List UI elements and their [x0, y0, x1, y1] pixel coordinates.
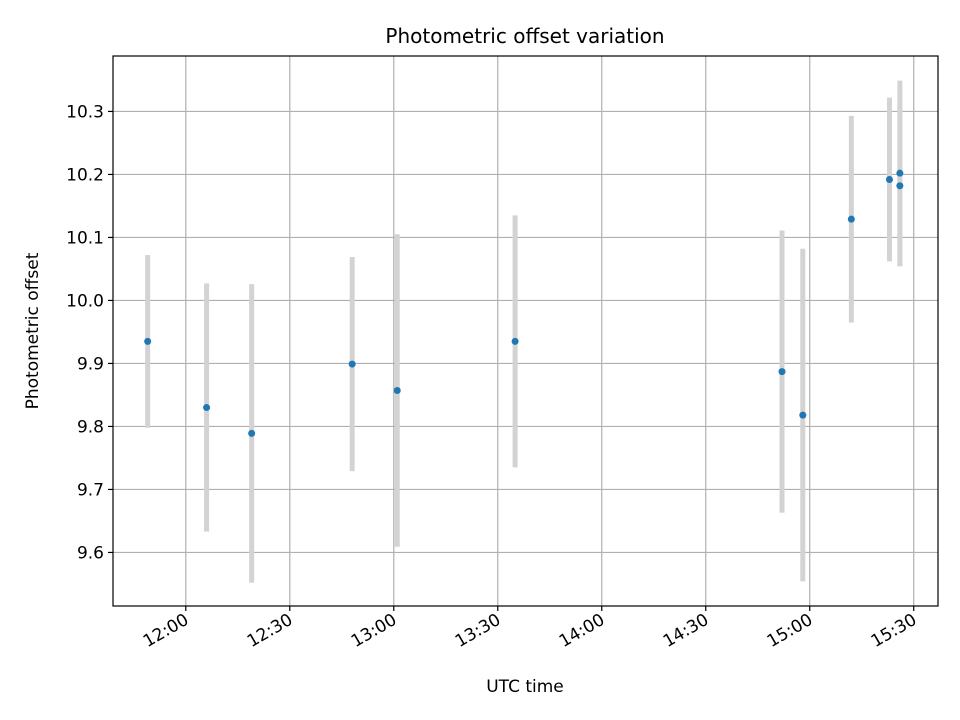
- y-tick-label: 9.8: [77, 417, 104, 437]
- x-tick-label: 14:00: [556, 610, 608, 652]
- x-tick-label: 12:00: [140, 610, 192, 652]
- y-tick-label: 9.7: [77, 480, 104, 500]
- grid-lines: [113, 56, 938, 606]
- data-point: [144, 337, 152, 345]
- x-tick-label: 13:30: [452, 610, 504, 652]
- error-bars: [145, 80, 903, 583]
- data-point: [511, 337, 519, 345]
- x-tick-label: 12:30: [244, 610, 296, 652]
- plot-frame: [112, 55, 939, 607]
- y-tick-label: 10.3: [66, 102, 104, 122]
- x-tick-label: 15:00: [764, 610, 816, 652]
- data-point: [885, 175, 893, 183]
- data-point: [799, 411, 807, 419]
- y-tick-label: 10.2: [66, 165, 104, 185]
- axis-ticks: 9.6 9.7 9.8 9.9 10.0 10.1 10.2 10.3 12:00 12:30 13…: [66, 102, 920, 651]
- x-tick-label: 15:30: [868, 610, 920, 652]
- data-point: [203, 404, 211, 412]
- data-point: [393, 387, 401, 395]
- y-tick-label: 10.1: [66, 228, 104, 248]
- data-point: [348, 360, 356, 368]
- chart-title: Photometric offset variation: [385, 24, 664, 48]
- y-axis-label: Photometric offset: [23, 252, 43, 409]
- x-tick-label: 13:00: [348, 610, 400, 652]
- data-point: [896, 169, 904, 177]
- y-tick-label: 10.0: [66, 291, 104, 311]
- x-axis-label: UTC time: [486, 677, 564, 697]
- data-points: [144, 169, 904, 437]
- data-point: [847, 215, 855, 223]
- y-tick-label: 9.9: [77, 354, 104, 374]
- x-tick-label: 14:30: [660, 610, 712, 652]
- data-point: [248, 429, 256, 437]
- data-point: [778, 368, 786, 376]
- y-tick-label: 9.6: [77, 543, 104, 563]
- data-point: [896, 182, 904, 190]
